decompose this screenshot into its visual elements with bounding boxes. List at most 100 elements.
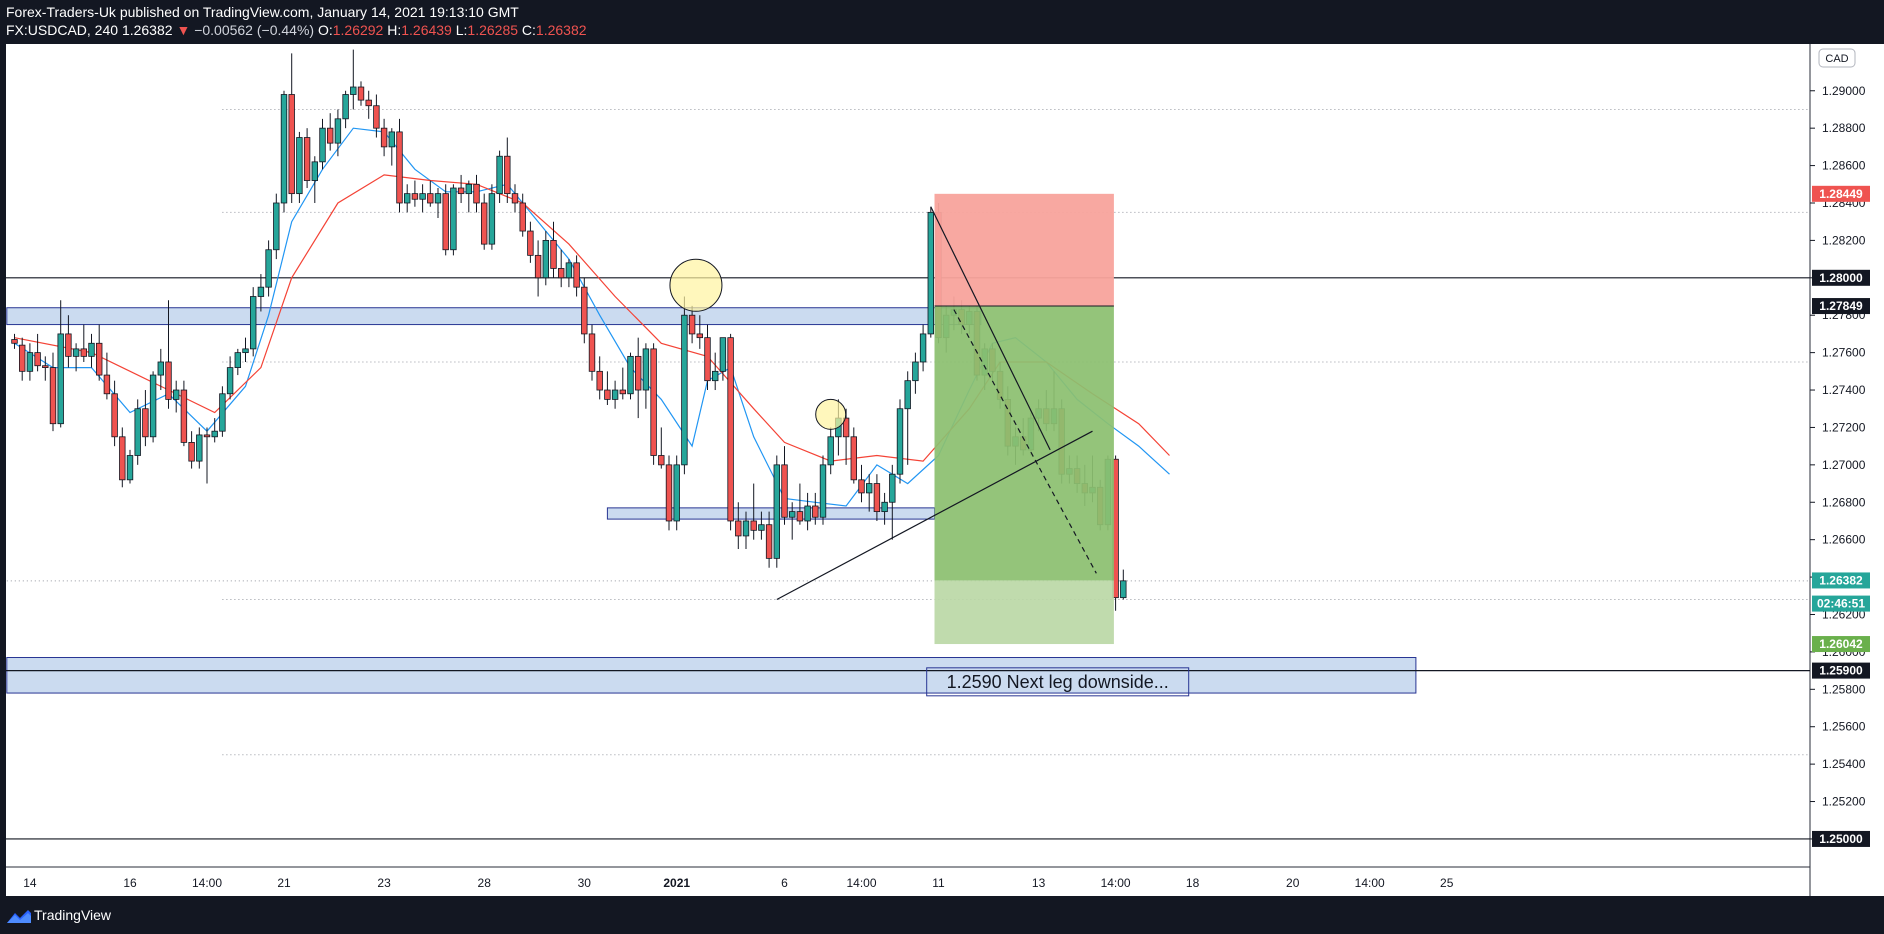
candle[interactable] [126,449,134,484]
candle[interactable] [350,49,357,110]
candle[interactable] [196,427,203,469]
candle[interactable] [789,502,796,540]
candle[interactable] [550,221,557,278]
candle[interactable] [326,113,334,151]
candle[interactable] [642,343,650,409]
trendline[interactable] [953,309,1097,574]
candle[interactable] [812,492,819,525]
candle[interactable] [881,492,888,525]
candle[interactable] [334,109,342,157]
candle[interactable] [42,356,49,381]
candle[interactable] [496,150,503,203]
candle[interactable] [635,337,642,419]
candle[interactable] [88,333,95,368]
price-label[interactable]: 1.27849 [1812,298,1870,315]
candle[interactable] [442,184,449,256]
candle[interactable] [357,81,365,106]
candle[interactable] [203,427,211,484]
candle[interactable] [565,259,573,288]
candle[interactable] [827,427,834,475]
candle[interactable] [18,337,26,381]
candle[interactable] [588,324,596,381]
candle[interactable] [288,53,295,203]
candle[interactable] [180,380,188,447]
candle[interactable] [388,128,395,166]
candle[interactable] [303,128,311,189]
price-label[interactable]: 1.26042 [1812,636,1870,653]
price-label[interactable]: 1.25900 [1812,662,1870,679]
candle[interactable] [927,206,934,338]
price-label[interactable]: 1.28449 [1812,185,1870,202]
candle[interactable] [596,356,603,400]
candle[interactable] [611,380,619,409]
candle[interactable] [473,174,480,213]
support-zone[interactable] [6,307,982,326]
candle[interactable] [712,352,719,391]
take-profit-zone[interactable] [934,306,1114,581]
candle[interactable] [265,240,272,297]
candle[interactable] [319,118,326,170]
candle[interactable] [373,94,380,138]
candle[interactable] [527,221,534,263]
candle[interactable] [65,315,72,368]
candle[interactable] [242,337,249,362]
candle[interactable] [681,296,688,475]
candle[interactable] [804,492,811,531]
candle[interactable] [688,305,696,344]
candle[interactable] [1120,569,1127,600]
candle[interactable] [149,371,157,443]
candle[interactable] [450,184,457,256]
candle[interactable] [226,356,234,400]
candle[interactable] [858,464,865,503]
candle[interactable] [457,174,465,203]
candle[interactable] [773,455,780,568]
candle[interactable] [573,255,580,297]
candle[interactable] [558,249,565,288]
highlight-circle[interactable] [815,398,847,430]
candle[interactable] [49,352,57,432]
candle[interactable] [257,274,265,312]
candle[interactable] [850,427,857,484]
price-label[interactable]: 02:46:51 [1812,595,1870,612]
candle[interactable] [673,455,680,531]
annotation-box[interactable]: 1.2590 Next leg downside... [926,667,1190,697]
candle[interactable] [765,511,773,568]
candle[interactable] [219,386,226,437]
candle[interactable] [311,156,318,203]
candle[interactable] [403,184,411,213]
candle[interactable] [873,474,881,521]
candle[interactable] [904,371,911,465]
support-zone[interactable] [6,657,1417,694]
candle[interactable] [504,137,511,203]
candle[interactable] [696,315,703,349]
candle[interactable] [704,324,711,391]
candle[interactable] [781,446,788,525]
publisher-name[interactable]: Forex-Traders-Uk [6,4,116,20]
trendline[interactable] [930,206,1051,451]
candle[interactable] [658,427,665,469]
candle[interactable] [72,343,80,372]
candle[interactable] [627,352,634,400]
stop-loss-zone[interactable] [934,193,1114,307]
candle[interactable] [750,483,757,540]
candle[interactable] [581,277,588,344]
highlight-circle[interactable] [669,258,723,312]
candle[interactable] [819,455,827,525]
candle[interactable] [434,188,442,218]
candle[interactable] [188,431,195,469]
tradingview-logo-icon[interactable] [6,908,32,924]
candle[interactable] [842,408,850,465]
price-label[interactable]: 1.28000 [1812,269,1870,286]
candle[interactable] [419,184,426,213]
candle[interactable] [273,193,280,260]
candle[interactable] [604,371,611,405]
candle[interactable] [234,348,241,376]
candle[interactable] [534,240,542,297]
candle[interactable] [119,427,126,488]
candle[interactable] [11,333,18,349]
plot-area[interactable] [6,44,1810,896]
candle[interactable] [488,184,496,250]
candle[interactable] [889,464,896,540]
candle[interactable] [280,90,288,213]
candle[interactable] [296,131,303,203]
